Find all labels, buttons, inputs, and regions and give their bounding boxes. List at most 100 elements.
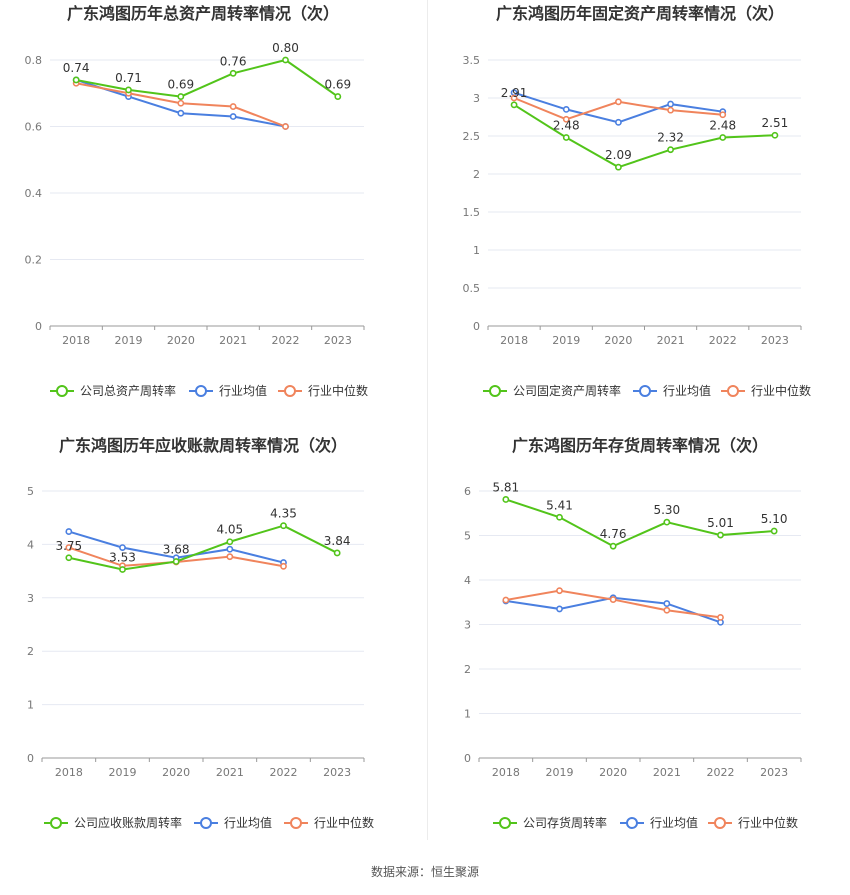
data-label: 5.01 xyxy=(707,516,734,530)
y-tick-label: 3 xyxy=(27,592,34,605)
legend-label: 行业均值 xyxy=(650,815,698,830)
data-label: 2.32 xyxy=(657,131,684,145)
data-point xyxy=(615,118,622,126)
data-label: 0.69 xyxy=(167,78,194,92)
chart-title: 广东鸿图历年存货周转率情况（次） xyxy=(512,436,768,455)
legend-item-1[interactable]: 公司固定资产周转率 xyxy=(483,383,621,398)
data-point xyxy=(562,134,570,141)
legend-item-2[interactable]: 行业均值 xyxy=(620,815,698,830)
data-point xyxy=(226,553,234,561)
legend-item-3[interactable]: 行业中位数 xyxy=(284,815,374,830)
data-label: 3.53 xyxy=(109,550,136,564)
data-label: 4.76 xyxy=(600,527,627,541)
legend-marker-icon xyxy=(56,385,68,397)
y-tick-label: 1 xyxy=(464,708,471,721)
chart-panel-4: 广东鸿图历年存货周转率情况（次） 0 1 2 3 4 5 6 2018 2019 2020 2021 2… xyxy=(464,436,802,830)
y-tick-label: 5 xyxy=(464,530,471,543)
x-tick-label: 2023 xyxy=(324,334,352,347)
data-point xyxy=(226,545,234,553)
data-point xyxy=(556,587,563,595)
data-label: 3.84 xyxy=(324,534,351,548)
series-industry-median xyxy=(72,79,289,130)
data-label: 2.09 xyxy=(605,148,632,162)
legend-item-3[interactable]: 行业中位数 xyxy=(278,383,368,398)
data-point xyxy=(119,544,126,552)
legend-marker-icon xyxy=(727,385,739,397)
x-tick-label: 2022 xyxy=(270,766,298,779)
y-tick-label: 2 xyxy=(27,645,34,658)
y-tick-label: 1 xyxy=(27,699,34,712)
series-line xyxy=(513,91,723,124)
x-tick-label: 2018 xyxy=(492,766,520,779)
y-tick-label: 4 xyxy=(464,574,471,587)
data-point xyxy=(280,522,287,530)
legend-marker-icon xyxy=(499,817,511,829)
y-tick-label: 0 xyxy=(35,320,42,333)
data-label: 2.48 xyxy=(709,119,736,133)
legend-marker-icon xyxy=(290,817,302,829)
data-label: 0.71 xyxy=(115,71,142,85)
x-tick-label: 2021 xyxy=(216,766,244,779)
data-point xyxy=(282,56,289,64)
legend-label: 行业均值 xyxy=(224,815,272,830)
legend-label: 公司固定资产周转率 xyxy=(513,383,621,398)
x-tick-label: 2021 xyxy=(653,766,681,779)
data-label: 5.30 xyxy=(653,503,680,517)
data-point xyxy=(229,103,237,110)
data-source-footer: 数据来源：恒生聚源 xyxy=(371,864,479,879)
data-label: 2.51 xyxy=(762,116,789,130)
data-point xyxy=(177,93,185,100)
x-tick-label: 2020 xyxy=(167,334,195,347)
legend-item-2[interactable]: 行业均值 xyxy=(194,815,272,830)
data-point xyxy=(229,69,237,77)
x-tick-label: 2020 xyxy=(599,766,627,779)
data-point xyxy=(65,554,73,562)
data-point xyxy=(667,100,674,108)
legend-item-1[interactable]: 公司总资产周转率 xyxy=(50,383,176,398)
data-point xyxy=(229,113,237,120)
x-tick-label: 2019 xyxy=(546,766,574,779)
y-tick-label: 4 xyxy=(27,538,34,551)
data-point xyxy=(615,98,622,106)
series-industry-mean xyxy=(510,89,727,126)
data-point xyxy=(72,76,80,84)
data-point xyxy=(719,134,727,141)
data-label: 5.81 xyxy=(492,480,519,494)
y-tick-label: 0 xyxy=(473,320,480,333)
data-point xyxy=(280,562,287,570)
legend-label: 公司存货周转率 xyxy=(523,815,607,830)
legend-item-3[interactable]: 行业中位数 xyxy=(708,815,798,830)
y-tick-label: 0 xyxy=(27,752,34,765)
legend-item-3[interactable]: 行业中位数 xyxy=(721,383,811,398)
data-label: 2.91 xyxy=(501,86,528,100)
data-point xyxy=(65,544,73,552)
legend-item-2[interactable]: 行业均值 xyxy=(633,383,711,398)
chart-panel-3: 广东鸿图历年应收账款周转率情况（次） 0 1 2 3 4 5 2018 2019 2020 2021… xyxy=(27,436,374,830)
series-line xyxy=(68,524,338,571)
y-tick-label: 3 xyxy=(464,619,471,632)
data-point xyxy=(556,513,563,521)
y-tick-label: 2.5 xyxy=(463,130,481,143)
y-tick-label: 2 xyxy=(473,168,480,181)
data-point xyxy=(510,94,518,102)
series-line xyxy=(513,103,775,169)
x-tick-label: 2018 xyxy=(500,334,528,347)
legend-label: 行业中位数 xyxy=(308,383,368,398)
data-point xyxy=(663,518,671,526)
series-company xyxy=(72,56,342,100)
data-point xyxy=(663,606,671,614)
legend-item-1[interactable]: 公司应收账款周转率 xyxy=(44,815,182,830)
legend-marker-icon xyxy=(284,385,296,397)
panel-divider xyxy=(427,0,428,840)
series-company xyxy=(510,101,779,171)
x-tick-label: 2023 xyxy=(760,766,788,779)
legend-item-1[interactable]: 公司存货周转率 xyxy=(493,815,607,830)
y-tick-label: 0 xyxy=(464,752,471,765)
legend-item-2[interactable]: 行业均值 xyxy=(189,383,267,398)
x-tick-label: 2022 xyxy=(272,334,300,347)
y-tick-label: 0.5 xyxy=(463,282,481,295)
data-label: 0.74 xyxy=(63,61,90,75)
y-tick-label: 0.6 xyxy=(25,121,43,134)
x-tick-label: 2022 xyxy=(707,766,735,779)
series-line xyxy=(505,498,775,548)
